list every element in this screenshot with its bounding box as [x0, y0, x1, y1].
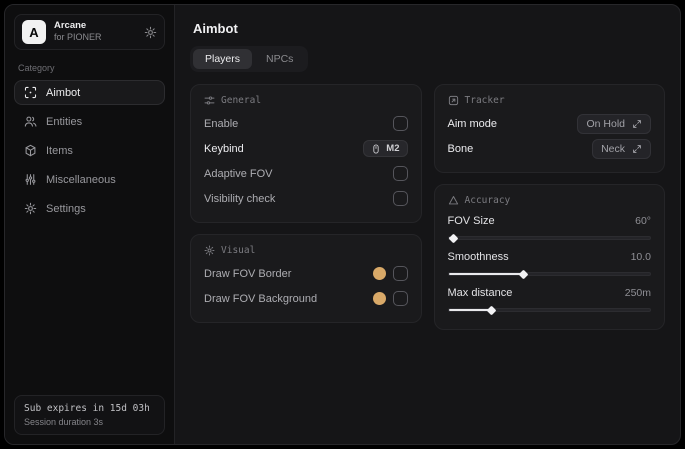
- keybind-button[interactable]: M2: [363, 140, 408, 157]
- setting-label: Draw FOV Background: [204, 292, 318, 305]
- fov-size-slider[interactable]: [447, 233, 651, 243]
- brand-header: A Arcane for PIONER: [14, 14, 165, 50]
- max-distance-slider[interactable]: [447, 305, 651, 315]
- tab-npcs[interactable]: NPCs: [266, 53, 294, 65]
- enable-checkbox[interactable]: [392, 116, 408, 131]
- sidebar-item-label: Aimbot: [46, 86, 81, 99]
- card-tracker: Tracker Aim mode On Hold: [433, 84, 665, 173]
- bone-value: Neck: [601, 142, 625, 155]
- keybind-value: M2: [386, 143, 400, 154]
- setting-label: Enable: [204, 117, 239, 130]
- page-title: Aimbot: [193, 21, 238, 36]
- tab-players[interactable]: Players: [193, 49, 253, 69]
- tracker-icon: [448, 95, 459, 106]
- package-icon: [24, 144, 37, 157]
- setting-row-aim-mode: Aim mode On Hold: [447, 111, 651, 136]
- setting-label: Visibility check: [204, 192, 276, 205]
- fov-border-checkbox[interactable]: [392, 266, 408, 281]
- setting-row-adaptive-fov: Adaptive FOV: [204, 161, 408, 186]
- brand-settings-icon[interactable]: [144, 26, 157, 39]
- setting-label: Keybind: [204, 142, 244, 155]
- sidebar-item-miscellaneous[interactable]: Miscellaneous: [14, 167, 165, 192]
- slider-max-distance: Max distance 250m: [447, 283, 651, 315]
- sidebar-nav: Aimbot Entities: [14, 80, 165, 221]
- setting-row-fov-border: Draw FOV Border: [204, 261, 408, 286]
- general-icon: [204, 95, 215, 106]
- sidebar: A Arcane for PIONER Category: [5, 5, 175, 444]
- app-subtitle: for PIONER: [54, 32, 102, 43]
- visibility-check-checkbox[interactable]: [392, 191, 408, 206]
- slider-thumb[interactable]: [486, 305, 497, 315]
- gear-icon: [24, 202, 37, 215]
- setting-row-bone: Bone Neck: [447, 136, 651, 161]
- sidebar-item-label: Settings: [46, 202, 86, 215]
- sidebar-item-settings[interactable]: Settings: [14, 196, 165, 221]
- setting-row-keybind: Keybind M2: [204, 136, 408, 161]
- main-content: Aimbot Players NPCs Genera: [175, 5, 680, 444]
- app-name: Arcane: [54, 20, 87, 32]
- fov-border-color-swatch[interactable]: [372, 267, 386, 280]
- mouse-icon: [371, 144, 381, 154]
- aim-mode-value: On Hold: [586, 117, 625, 130]
- sidebar-item-label: Miscellaneous: [46, 173, 116, 186]
- slider-thumb[interactable]: [448, 233, 458, 243]
- aim-mode-select[interactable]: On Hold: [577, 113, 651, 134]
- sidebar-item-aimbot[interactable]: Aimbot: [14, 80, 165, 105]
- session-duration-text: Session duration 3s: [24, 417, 104, 427]
- setting-label: Aim mode: [447, 117, 498, 130]
- scan-icon: [24, 86, 37, 99]
- sun-icon: [204, 245, 215, 256]
- sidebar-item-items[interactable]: Items: [14, 138, 165, 163]
- setting-label: Bone: [447, 142, 474, 155]
- sliders-icon: [24, 173, 37, 186]
- sidebar-item-entities[interactable]: Entities: [14, 109, 165, 134]
- tab-bar: Players NPCs: [190, 46, 309, 72]
- setting-row-fov-background: Draw FOV Background: [204, 286, 408, 311]
- card-title: Tracker: [464, 95, 505, 106]
- slider-smoothness: Smoothness 10.0: [447, 247, 651, 279]
- users-icon: [24, 115, 37, 128]
- slider-value: 10.0: [630, 251, 651, 263]
- expand-icon: [632, 119, 642, 129]
- setting-label: Adaptive FOV: [204, 167, 273, 180]
- slider-label: FOV Size: [447, 215, 495, 227]
- card-accuracy: Accuracy FOV Size 60°: [433, 184, 665, 330]
- brand-text: Arcane for PIONER: [54, 20, 136, 43]
- sidebar-item-label: Items: [46, 144, 73, 157]
- slider-value: 60°: [635, 215, 651, 227]
- accuracy-icon: [448, 195, 459, 206]
- slider-label: Max distance: [447, 287, 513, 299]
- slider-value: 250m: [624, 287, 651, 299]
- sub-expiry-text: Sub expires in 15d 03h: [24, 403, 150, 414]
- smoothness-slider[interactable]: [447, 269, 651, 279]
- expand-icon: [632, 144, 642, 154]
- category-label: Category: [18, 63, 55, 73]
- setting-label: Draw FOV Border: [204, 267, 292, 280]
- subscription-info: Sub expires in 15d 03h Session duration …: [14, 395, 165, 435]
- card-general: General Enable Keybind: [190, 84, 422, 223]
- setting-row-enable: Enable: [204, 111, 408, 136]
- slider-label: Smoothness: [447, 251, 509, 263]
- app-window: A Arcane for PIONER Category: [4, 4, 681, 445]
- slider-fov-size: FOV Size 60°: [447, 211, 651, 243]
- setting-row-visibility-check: Visibility check: [204, 186, 408, 211]
- card-visual: Visual Draw FOV Border Draw FOV Backgrou…: [190, 234, 422, 323]
- card-title: Visual: [221, 245, 256, 256]
- app-logo: A: [22, 20, 46, 44]
- bone-select[interactable]: Neck: [592, 138, 651, 159]
- fov-background-color-swatch[interactable]: [372, 292, 386, 305]
- fov-background-checkbox[interactable]: [392, 291, 408, 306]
- sidebar-item-label: Entities: [46, 115, 83, 128]
- slider-thumb[interactable]: [518, 269, 529, 279]
- card-title: General: [221, 95, 262, 106]
- adaptive-fov-checkbox[interactable]: [392, 166, 408, 181]
- card-title: Accuracy: [464, 195, 511, 206]
